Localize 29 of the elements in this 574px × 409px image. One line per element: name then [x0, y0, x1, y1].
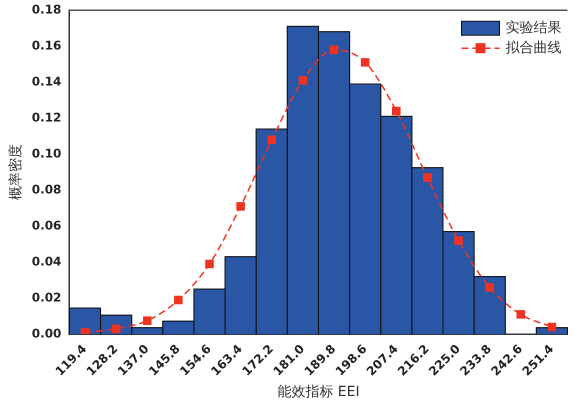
point — [205, 260, 214, 268]
y-tick-label: 0.14 — [32, 74, 62, 88]
point — [485, 283, 494, 292]
point — [516, 310, 526, 319]
point — [360, 58, 370, 67]
point — [142, 316, 152, 325]
point — [548, 322, 556, 332]
y-tick-label: 0.18 — [32, 2, 62, 16]
point — [267, 136, 276, 144]
y-tick-label: 0.08 — [32, 182, 62, 196]
point — [80, 328, 90, 334]
point — [174, 296, 183, 304]
y-axis-title: 概率密度 — [8, 144, 24, 200]
point — [298, 76, 308, 85]
y-tick-label: 0.06 — [32, 218, 62, 232]
point — [330, 46, 338, 54]
legend-label: 实验结果 — [506, 20, 562, 36]
y-tick-label: 0.16 — [32, 38, 62, 52]
point — [392, 106, 401, 116]
legend-label: 拟合曲线 — [506, 40, 562, 56]
y-tick-label: 0.02 — [32, 290, 62, 304]
y-tick-label: 0.12 — [32, 110, 62, 124]
x-axis-title: 能效指标 EEI — [277, 384, 360, 400]
y-tick-label: 0.04 — [32, 254, 62, 268]
point — [454, 236, 463, 245]
point — [423, 173, 432, 182]
y-tick-label: 0.10 — [32, 146, 62, 160]
y-tick-label: 0.00 — [32, 326, 62, 340]
point — [236, 202, 245, 211]
